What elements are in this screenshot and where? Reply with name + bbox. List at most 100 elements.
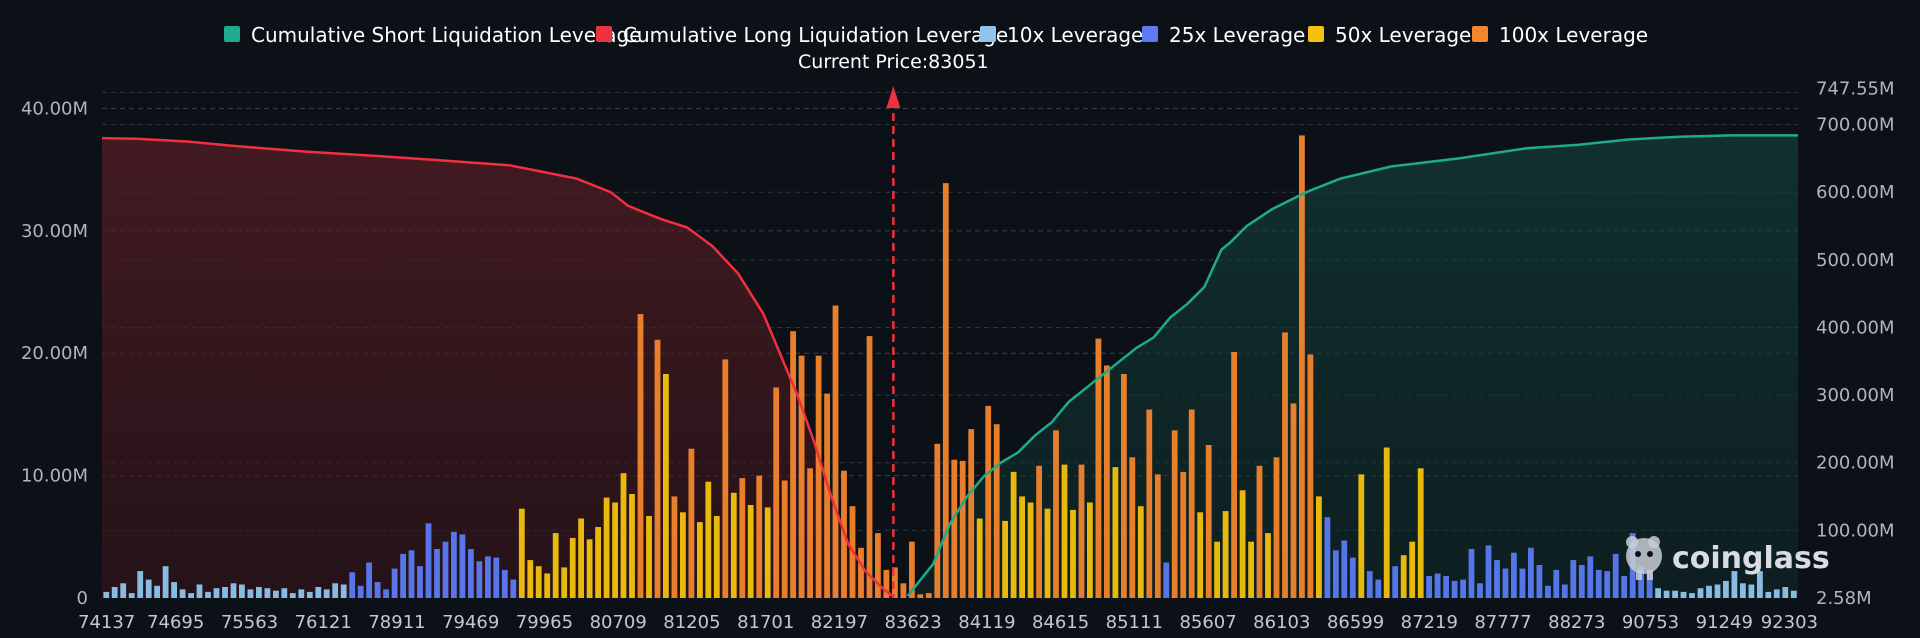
- bar-10x-leverage: [247, 589, 254, 598]
- bar-25x-leverage: [485, 556, 491, 598]
- x-tick-label: 79965: [516, 612, 573, 633]
- bar-25x-leverage: [1324, 517, 1331, 598]
- bar-50x-leverage: [561, 567, 568, 598]
- bar-100x-leverage: [1180, 471, 1187, 598]
- bar-100x-leverage: [909, 541, 915, 598]
- y-right-tick-label: 700.00M: [1816, 115, 1895, 136]
- bar-25x-leverage: [1553, 569, 1560, 598]
- x-tick-label: 86103: [1253, 612, 1310, 633]
- bar-25x-leverage: [1502, 568, 1509, 598]
- bar-50x-leverage: [1358, 474, 1365, 598]
- x-tick-label: 79469: [442, 612, 499, 633]
- bar-10x-leverage: [145, 579, 152, 598]
- bar-100x-leverage: [832, 305, 839, 598]
- bar-25x-leverage: [1604, 571, 1611, 598]
- bar-50x-leverage: [1248, 541, 1254, 598]
- bar-100x-leverage: [815, 355, 822, 598]
- bar-50x-leverage: [1383, 447, 1390, 598]
- bar-100x-leverage: [883, 569, 890, 598]
- bar-25x-leverage: [1545, 585, 1551, 598]
- bar-25x-leverage: [493, 557, 500, 598]
- bar-50x-leverage: [1137, 506, 1144, 598]
- bar-10x-leverage: [264, 588, 271, 598]
- bar-100x-leverage: [917, 594, 924, 598]
- legend-label: 10x Leverage: [1007, 23, 1143, 47]
- bar-100x-leverage: [1205, 445, 1212, 598]
- bar-100x-leverage: [934, 443, 941, 598]
- bar-100x-leverage: [637, 314, 644, 598]
- bar-100x-leverage: [739, 478, 746, 598]
- legend-swatch: [224, 26, 240, 42]
- bar-10x-leverage: [1663, 590, 1670, 598]
- y-left-tick-label: 10.00M: [21, 466, 88, 487]
- bar-10x-leverage: [179, 589, 186, 598]
- bar-25x-leverage: [1494, 560, 1500, 598]
- bar-10x-leverage: [323, 589, 330, 598]
- bar-10x-leverage: [120, 583, 127, 598]
- y-right-tick-label: 747.55M: [1816, 78, 1895, 99]
- bar-100x-leverage: [824, 393, 830, 598]
- bar-10x-leverage: [230, 583, 237, 598]
- bar-50x-leverage: [612, 502, 618, 598]
- bar-10x-leverage: [256, 587, 262, 598]
- bar-100x-leverage: [985, 405, 992, 598]
- bar-10x-leverage: [1765, 591, 1772, 598]
- bar-25x-leverage: [1333, 550, 1339, 598]
- bar-50x-leverage: [544, 573, 551, 598]
- bar-100x-leverage: [1146, 409, 1153, 598]
- long-liquidation-area: [102, 138, 893, 598]
- bar-100x-leverage: [1053, 430, 1059, 598]
- bar-25x-leverage: [434, 549, 440, 598]
- y-left-tick-label: 0: [77, 588, 88, 609]
- bar-25x-leverage: [374, 582, 381, 598]
- bar-100x-leverage: [925, 593, 932, 598]
- bar-10x-leverage: [340, 584, 347, 598]
- bar-100x-leverage: [722, 359, 729, 598]
- bar-100x-leverage: [1231, 352, 1237, 598]
- current-price-label: Current Price:83051: [798, 51, 989, 73]
- legend-item: 25x Leverage: [1142, 23, 1305, 47]
- legend-swatch: [1142, 26, 1158, 42]
- bar-25x-leverage: [1366, 571, 1373, 598]
- bar-50x-leverage: [1044, 508, 1051, 598]
- bar-50x-leverage: [730, 492, 737, 598]
- bar-10x-leverage: [298, 589, 305, 598]
- bar-25x-leverage: [1468, 549, 1475, 598]
- bar-50x-leverage: [680, 512, 686, 598]
- bar-100x-leverage: [1299, 135, 1305, 598]
- x-tick-label: 75563: [221, 612, 278, 633]
- bar-50x-leverage: [764, 507, 771, 598]
- watermark-text: coinglass: [1672, 541, 1830, 576]
- bar-10x-leverage: [213, 588, 220, 598]
- bar-50x-leverage: [1010, 471, 1017, 598]
- bar-100x-leverage: [1307, 354, 1314, 598]
- legend-label: 100x Leverage: [1499, 23, 1648, 47]
- bar-50x-leverage: [1112, 467, 1119, 598]
- bar-50x-leverage: [603, 497, 610, 598]
- bar-50x-leverage: [976, 518, 983, 598]
- bar-50x-leverage: [646, 516, 652, 598]
- bar-25x-leverage: [1375, 579, 1382, 598]
- bar-10x-leverage: [1672, 590, 1678, 598]
- x-tick-label: 76121: [295, 612, 352, 633]
- bar-100x-leverage: [866, 336, 873, 598]
- bar-50x-leverage: [1197, 512, 1204, 598]
- x-tick-label: 84119: [958, 612, 1015, 633]
- bar-25x-leverage: [442, 541, 449, 598]
- bar-25x-leverage: [510, 579, 517, 598]
- bar-10x-leverage: [281, 588, 288, 598]
- bar-25x-leverage: [1578, 565, 1585, 598]
- bar-10x-leverage: [1714, 584, 1721, 598]
- bar-100x-leverage: [1078, 464, 1085, 598]
- x-tick-label: 80709: [590, 612, 647, 633]
- bar-50x-leverage: [1222, 511, 1229, 598]
- bar-100x-leverage: [654, 339, 661, 598]
- bar-50x-leverage: [1019, 496, 1025, 598]
- x-tick-label: 81701: [737, 612, 794, 633]
- bar-10x-leverage: [222, 587, 228, 598]
- bar-50x-leverage: [1070, 509, 1076, 598]
- x-tick-label: 86599: [1327, 612, 1384, 633]
- bar-25x-leverage: [1638, 566, 1644, 598]
- bar-50x-leverage: [1417, 468, 1424, 598]
- bar-10x-leverage: [332, 583, 339, 598]
